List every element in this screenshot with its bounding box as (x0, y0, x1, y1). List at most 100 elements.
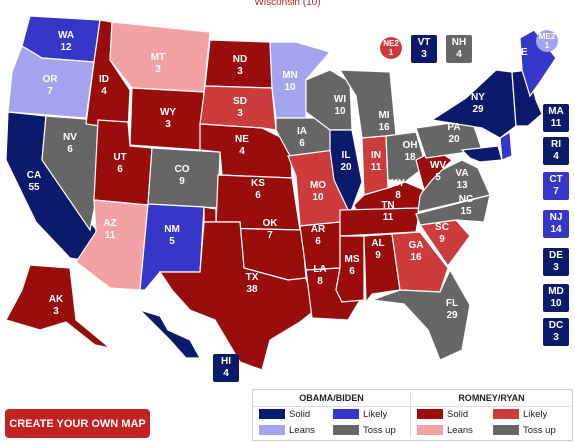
state-votes: 4 (239, 146, 245, 157)
state-ri-box[interactable]: RI 4 (543, 137, 569, 165)
state-votes: 9 (375, 250, 381, 261)
state-abbr: WI (334, 94, 346, 105)
state-abbr: UT (113, 152, 126, 163)
state-label-ky: KY 8 (391, 178, 405, 201)
state-label-tn: TN 11 (381, 200, 394, 223)
state-abbr: OR (43, 74, 59, 85)
state-votes: 55 (28, 182, 40, 193)
state-hi-box[interactable]: HI 4 (213, 354, 239, 382)
state-abbr: OK (263, 218, 279, 229)
state-nh-box[interactable]: NH 4 (446, 35, 472, 63)
state-label-oh: OH 18 (403, 140, 418, 163)
legend-obama-header: OBAMA/BIDEN (299, 393, 364, 403)
swatch (417, 409, 443, 420)
state-label-ut: UT 6 (113, 152, 126, 175)
state-abbr: WY (160, 107, 176, 118)
legend-obama-tossup[interactable]: Toss up (333, 425, 396, 437)
state-fl[interactable] (371, 268, 471, 361)
state-abbr: MS (345, 254, 360, 265)
state-votes: 5 (435, 172, 441, 183)
legend-header-divider (253, 406, 572, 407)
state-votes: 20 (448, 134, 460, 145)
legend-label: Toss up (363, 425, 396, 436)
legend-obama-likely[interactable]: Likely (333, 409, 387, 421)
state-dc-box[interactable]: DC 3 (543, 318, 569, 346)
state-label-az: AZ 11 (103, 218, 116, 241)
legend-romney-likely[interactable]: Likely (493, 409, 547, 421)
state-abbr: AR (311, 224, 326, 235)
state-sd[interactable] (199, 85, 277, 131)
state-abbr: ME (513, 47, 528, 58)
state-votes: 6 (67, 144, 73, 155)
state-label-wa: WA 12 (58, 30, 74, 53)
state-label-sc: SC 9 (435, 222, 449, 245)
legend: OBAMA/BIDEN ROMNEY/RYAN Solid Likely Lea… (252, 389, 573, 441)
state-label-pa: PA 20 (447, 122, 460, 145)
state-label-wy: WY 3 (160, 107, 176, 130)
create-your-own-map-button[interactable]: CREATE YOUR OWN MAP (5, 409, 150, 438)
state-abbr: AK (49, 294, 64, 305)
state-ma-box[interactable]: MA 11 (543, 104, 569, 132)
state-label-wi: WI 10 (334, 94, 346, 117)
state-abbr: SC (435, 222, 449, 233)
state-label-al: AL 9 (371, 238, 384, 261)
state-tx[interactable] (158, 221, 316, 371)
legend-label: Leans (447, 425, 473, 436)
state-label-ak: AK 3 (49, 294, 64, 317)
state-label-ok: OK 7 (263, 218, 279, 241)
state-label-la: LA 8 (313, 264, 326, 287)
legend-romney-leans[interactable]: Leans (417, 425, 473, 437)
state-me[interactable] (519, 29, 557, 98)
state-votes: 11 (383, 212, 394, 223)
district-ne2-badge[interactable]: NE2 1 (380, 37, 402, 59)
state-votes: 20 (340, 162, 352, 173)
state-label-ca: CA 55 (27, 170, 41, 193)
district-me2-badge[interactable]: ME2 1 (536, 30, 558, 52)
state-abbr: MT (151, 52, 165, 63)
state-abbr: WV (430, 160, 446, 171)
state-label-ms: MS 6 (345, 254, 360, 277)
legend-label: Solid (447, 409, 469, 420)
state-votes: 3 (155, 64, 161, 75)
state-oh[interactable] (385, 131, 427, 183)
state-votes: 38 (246, 284, 258, 295)
legend-romney-tossup[interactable]: Toss up (493, 425, 556, 437)
state-votes: 11 (371, 162, 382, 173)
state-votes: 6 (299, 138, 305, 149)
legend-romney-solid[interactable]: Solid (417, 409, 468, 421)
state-vt-box[interactable]: VT 3 (411, 35, 437, 63)
state-or[interactable] (7, 45, 95, 119)
state-votes: 3 (517, 59, 523, 70)
md-shape (460, 145, 503, 163)
state-abbr: NE (235, 134, 249, 145)
state-abbr: ID (99, 74, 109, 85)
legend-obama-solid[interactable]: Solid (259, 409, 310, 421)
state-label-nv: NV 6 (63, 132, 77, 155)
state-tn[interactable] (339, 207, 421, 237)
state-label-me: ME 3 (513, 47, 528, 70)
state-abbr: IA (297, 126, 307, 137)
state-votes: 5 (169, 236, 175, 247)
state-de-box[interactable]: DE 3 (543, 248, 569, 276)
state-votes: 29 (472, 104, 484, 115)
legend-obama-leans[interactable]: Leans (259, 425, 315, 437)
state-hi[interactable] (139, 309, 202, 359)
state-abbr: CO (175, 164, 190, 175)
state-votes: 7 (47, 86, 53, 97)
state-label-fl: FL 29 (446, 298, 458, 321)
state-label-ga: GA 16 (409, 240, 424, 263)
legend-label: Likely (363, 409, 388, 420)
top-caption: Wisconsin (10) (254, 0, 321, 8)
state-md-box[interactable]: MD 10 (543, 284, 569, 312)
nj-shape (499, 130, 513, 161)
state-ak[interactable] (5, 264, 111, 349)
state-ct-box[interactable]: CT 7 (543, 172, 569, 200)
state-label-co: CO 9 (175, 164, 190, 187)
state-votes: 7 (267, 230, 273, 241)
state-abbr: SD (233, 96, 247, 107)
state-ga[interactable] (391, 231, 449, 293)
state-al[interactable] (363, 233, 401, 304)
state-nj-box[interactable]: NJ 14 (543, 210, 569, 238)
state-votes: 10 (284, 82, 296, 93)
swatch (333, 425, 359, 436)
